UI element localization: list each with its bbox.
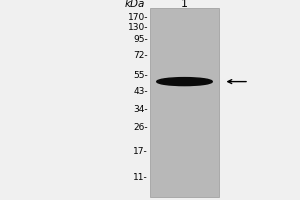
Text: 1: 1 (181, 0, 188, 9)
Text: 170-: 170- (128, 12, 148, 21)
Text: 17-: 17- (133, 148, 148, 156)
Text: 43-: 43- (134, 86, 148, 96)
Text: 11-: 11- (133, 173, 148, 182)
Bar (150, 8, 219, 197)
Text: 26-: 26- (134, 122, 148, 132)
Text: 55-: 55- (133, 71, 148, 79)
Text: 34-: 34- (134, 105, 148, 114)
Text: 95-: 95- (133, 36, 148, 45)
Text: kDa: kDa (125, 0, 146, 9)
Text: 72-: 72- (134, 51, 148, 60)
Text: 130-: 130- (128, 22, 148, 31)
Ellipse shape (157, 78, 212, 86)
